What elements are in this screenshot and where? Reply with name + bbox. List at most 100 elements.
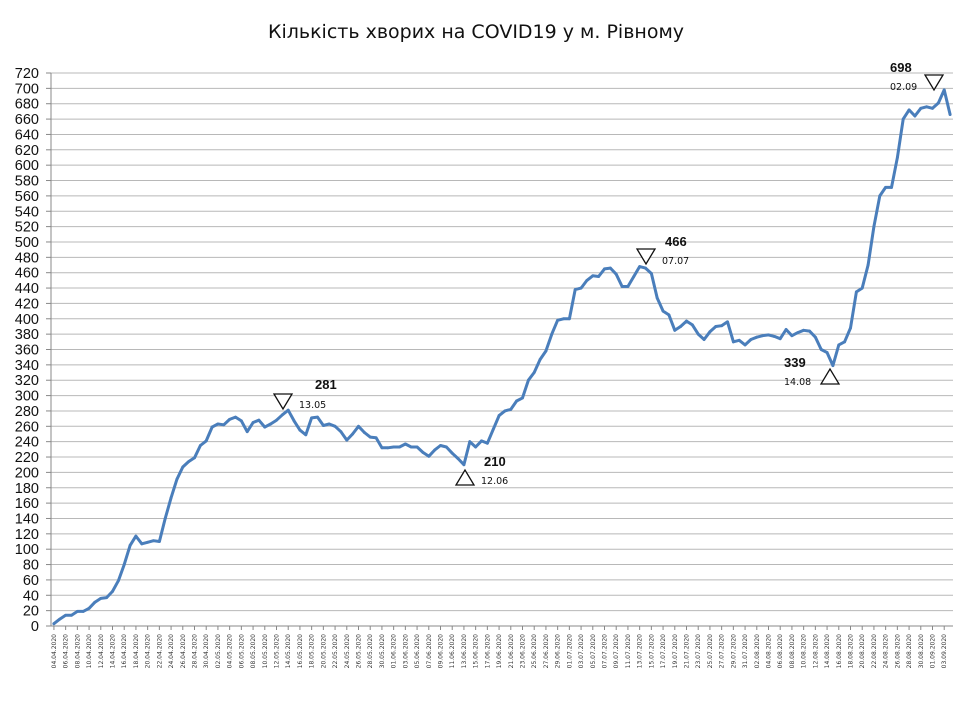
y-tick-label: 540	[15, 204, 39, 220]
y-tick-label: 0	[31, 619, 39, 635]
x-tick-label: 18.05.2020	[309, 634, 316, 669]
data-point	[655, 296, 659, 300]
x-tick-label: 02.08.2020	[754, 634, 761, 669]
x-tick-label: 15.07.2020	[648, 634, 655, 669]
data-point	[181, 465, 185, 469]
data-point	[474, 445, 478, 449]
data-point	[81, 610, 85, 613]
x-tick-label: 24.05.2020	[344, 634, 351, 669]
x-tick-label: 07.07.2020	[602, 634, 609, 669]
data-point	[819, 348, 823, 351]
x-tick-label: 04.04.2020	[51, 634, 58, 669]
data-point	[802, 328, 806, 332]
y-tick-label: 280	[15, 404, 39, 420]
x-tick-label: 08.05.2020	[250, 634, 257, 669]
x-tick-label: 21.07.2020	[684, 634, 691, 669]
data-point	[321, 424, 325, 427]
data-point	[661, 309, 665, 313]
data-point	[620, 285, 624, 288]
y-tick-label: 220	[15, 450, 39, 466]
data-point	[708, 330, 712, 334]
data-point	[854, 290, 858, 294]
y-tick-label: 160	[15, 496, 39, 512]
y-tick-label: 500	[15, 235, 39, 251]
data-point	[685, 319, 688, 323]
x-tick-label: 05.06.2020	[414, 634, 421, 669]
y-tick-label: 300	[15, 389, 39, 405]
x-tick-label: 13.07.2020	[637, 634, 644, 669]
x-tick-label: 21.06.2020	[508, 634, 515, 669]
data-point	[579, 286, 583, 290]
data-point	[351, 432, 355, 436]
data-point	[380, 446, 384, 450]
data-point	[403, 442, 407, 446]
data-point	[157, 540, 161, 543]
y-tick-label: 340	[15, 358, 39, 374]
data-point	[532, 371, 536, 374]
data-point	[497, 414, 501, 417]
x-tick-label: 28.08.2020	[906, 634, 913, 669]
y-tick-label: 520	[15, 220, 39, 236]
data-point	[720, 324, 724, 328]
data-point	[784, 328, 788, 331]
x-tick-labels: 04.04.2020 06.04.2020 08.04.2020 10.04.2020…	[51, 626, 948, 668]
data-point	[491, 427, 495, 431]
peak-marker-icon	[923, 74, 945, 92]
data-point	[556, 318, 560, 322]
data-point	[368, 435, 372, 439]
trough-marker-icon	[454, 468, 476, 486]
y-tick-label: 60	[23, 573, 39, 589]
data-point	[362, 431, 366, 434]
x-tick-label: 11.06.2020	[449, 634, 456, 669]
y-tick-label: 40	[23, 588, 39, 604]
annotations: 281 13.05 210 12.06 466 07.07 339 14.08 …	[272, 60, 945, 487]
x-tick-label: 23.06.2020	[520, 634, 527, 669]
y-tick-label: 680	[15, 97, 39, 113]
data-point	[538, 358, 542, 361]
x-tick-label: 28.05.2020	[367, 634, 374, 669]
annotation-2-value: 210	[484, 454, 506, 469]
data-point	[714, 325, 718, 328]
data-point	[251, 421, 255, 424]
data-point	[849, 326, 852, 330]
data-point	[462, 463, 466, 467]
y-tick-label: 240	[15, 435, 39, 451]
x-tick-label: 30.08.2020	[918, 634, 925, 669]
data-point	[614, 272, 618, 276]
x-tick-label: 16.08.2020	[836, 634, 843, 669]
data-point	[239, 419, 243, 423]
x-tick-label: 31.07.2020	[742, 634, 749, 669]
data-point	[64, 613, 68, 617]
data-point	[292, 419, 296, 423]
data-point	[737, 338, 741, 342]
data-point	[503, 409, 507, 413]
data-point	[796, 331, 800, 335]
x-tick-label: 22.04.2020	[156, 634, 163, 669]
data-point	[444, 445, 448, 449]
y-tick-label: 180	[15, 481, 39, 497]
data-point	[550, 332, 554, 336]
data-point	[409, 445, 413, 449]
data-point	[333, 424, 337, 428]
data-point	[111, 590, 114, 593]
data-point	[509, 408, 513, 411]
x-tick-label: 24.04.2020	[168, 634, 175, 669]
x-tick-label: 18.04.2020	[133, 634, 140, 669]
x-tick-label: 16.05.2020	[297, 634, 304, 669]
data-point	[204, 439, 208, 443]
y-tick-label: 720	[15, 66, 39, 82]
data-point	[925, 105, 929, 109]
data-point	[831, 364, 835, 368]
data-point	[767, 333, 770, 337]
x-tick-label: 23.07.2020	[695, 634, 702, 669]
x-tick-label: 24.08.2020	[883, 634, 890, 669]
data-point	[872, 225, 876, 229]
x-tick-label: 03.09.2020	[941, 634, 948, 669]
data-point	[210, 425, 214, 429]
x-tick-label: 12.05.2020	[274, 634, 281, 669]
x-tick-label: 06.04.2020	[63, 634, 70, 669]
data-point	[52, 622, 56, 626]
data-point	[228, 417, 232, 421]
data-point	[690, 323, 694, 327]
data-point	[122, 563, 126, 566]
